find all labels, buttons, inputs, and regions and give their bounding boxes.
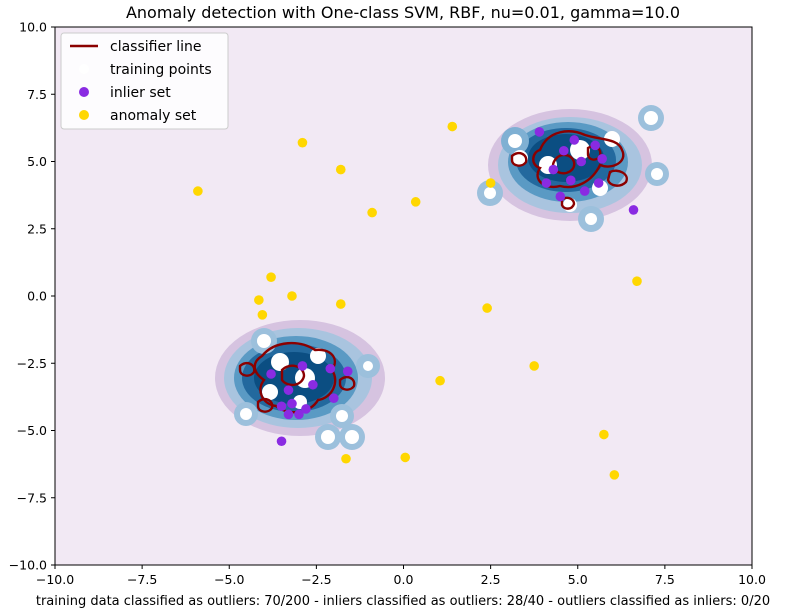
y-tick-label: 10.0 [19,20,47,35]
anomaly-points [193,121,642,480]
y-tick-label: 7.5 [27,87,47,102]
x-tick-label: 5.0 [568,572,588,587]
inlier-point [297,361,308,371]
inlier-point [266,369,276,379]
anomaly-point [400,452,411,463]
inlier-point [294,409,304,420]
x-tick-label: 7.5 [655,572,675,587]
anomaly-point [529,361,539,371]
inlier-point [534,127,545,137]
x-axis-label: training data classified as outliers: 70… [36,594,770,609]
x-tick-label: −10.0 [36,572,74,587]
inlier-point [576,156,587,167]
inlier-point [325,363,336,374]
legend-label-anomaly: anomaly set [110,108,197,124]
inlier-point [342,366,353,377]
x-tick-label: 2.5 [481,572,501,587]
y-tick-label: −2.5 [17,356,47,371]
anomaly-point [193,186,203,196]
inlier-point [590,140,600,151]
legend-box [60,32,229,130]
anomaly-point [254,295,264,305]
legend: classifier line training points inlier s… [60,32,229,130]
y-tick-label: −10.0 [9,558,47,573]
inlier-point [329,393,339,404]
inlier-point [565,175,576,186]
inlier-point [559,145,569,156]
y-tick-label: 0.0 [27,289,47,304]
anomaly-point [335,164,346,175]
legend-marker-inlier [79,87,89,97]
legend-label-training: training points [110,62,212,78]
inlier-point [569,135,580,145]
anomaly-point [632,276,642,287]
inlier-point [276,436,287,447]
inlier-point [283,385,294,395]
anomaly-point [367,207,377,218]
legend-label-classifier: classifier line [110,39,202,55]
inlier-point [597,154,607,164]
inlier-point [555,191,566,202]
anomaly-point [599,429,609,440]
inlier-point [283,409,294,420]
x-tick-label: 0.0 [394,572,414,587]
legend-marker-anomaly [79,110,89,120]
anomaly-point [609,470,620,480]
anomaly-point [485,178,496,188]
anomaly-point [297,137,308,148]
anomaly-point [341,453,351,464]
legend-label-inlier: inlier set [110,85,171,101]
y-axis: −10.0 −7.5 −5.0 −2.5 0.0 2.5 5.0 7.5 10.0 [9,20,55,573]
inlier-point [287,398,297,409]
anomaly-point [257,310,268,320]
chart-title: Anomaly detection with One-class SVM, RB… [126,3,680,22]
y-tick-label: −7.5 [17,490,47,505]
anomaly-point [435,375,445,386]
inlier-point [593,178,604,188]
anomaly-point [482,303,492,313]
anomaly-point [410,197,421,207]
inlier-point [276,401,287,412]
anomaly-point [447,121,458,132]
anomaly-point [287,291,297,301]
decision-contour-cluster-upper [477,105,669,232]
anomaly-point [266,272,276,282]
inlier-point [541,178,552,188]
inlier-point [308,379,318,390]
x-tick-label: −2.5 [301,572,331,587]
x-tick-label: −7.5 [127,572,157,587]
inlier-points [266,127,639,447]
plot-area [54,26,753,566]
x-tick-label: −5.0 [214,572,244,587]
y-tick-label: 5.0 [27,154,47,169]
y-tick-label: 2.5 [27,221,47,236]
legend-marker-training [79,64,89,74]
x-axis: −10.0 −7.5 −5.0 −2.5 0.0 2.5 5.0 7.5 10.0 [36,565,766,587]
inlier-point [628,205,639,215]
inlier-point [548,164,559,175]
inlier-point [579,186,590,196]
anomaly-point [335,299,346,309]
inlier-point [301,404,311,414]
x-tick-label: 10.0 [738,572,766,587]
y-tick-label: −5.0 [17,423,47,438]
